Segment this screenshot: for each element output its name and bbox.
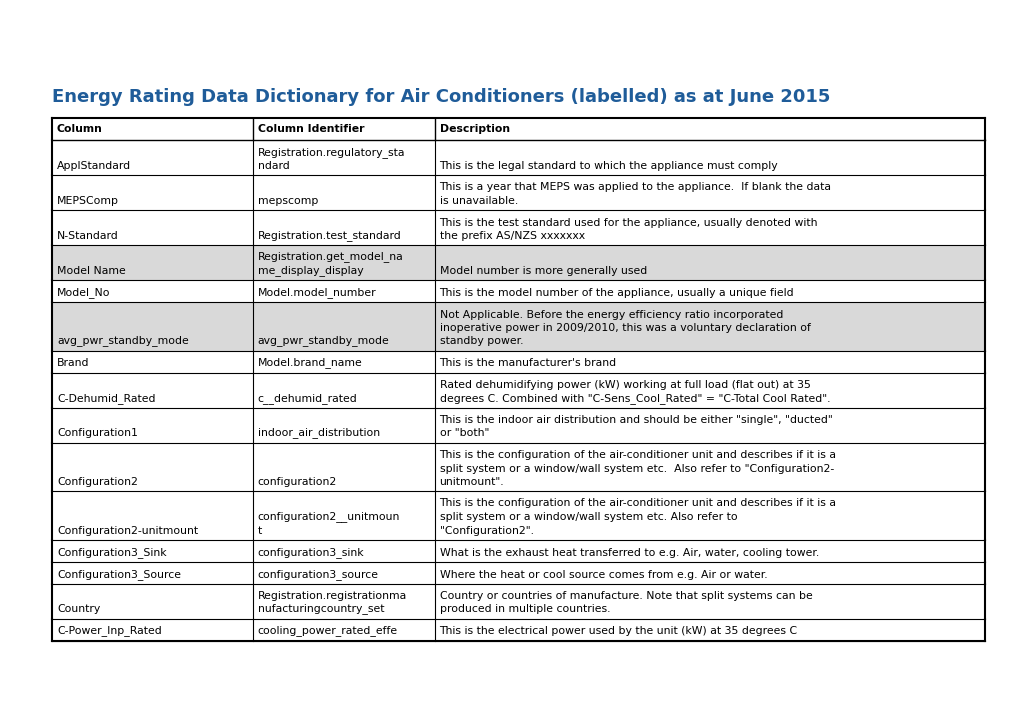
Text: the prefix AS/NZS xxxxxxx: the prefix AS/NZS xxxxxxx (439, 231, 584, 241)
Bar (52, 618, 984, 641)
Text: Country or countries of manufacture. Note that split systems can be: Country or countries of manufacture. Not… (439, 591, 811, 601)
Text: mepscomp: mepscomp (258, 196, 318, 206)
Text: Configuration2: Configuration2 (57, 477, 138, 487)
Text: This is the manufacturer's brand: This is the manufacturer's brand (439, 359, 616, 369)
Text: Where the heat or cool source comes from e.g. Air or water.: Where the heat or cool source comes from… (439, 570, 766, 580)
Text: cooling_power_rated_effe: cooling_power_rated_effe (258, 626, 397, 636)
Text: Energy Rating Data Dictionary for Air Conditioners (labelled) as at June 2015: Energy Rating Data Dictionary for Air Co… (52, 88, 829, 106)
Bar (52, 562, 984, 583)
Text: inoperative power in 2009/2010, this was a voluntary declaration of: inoperative power in 2009/2010, this was… (439, 323, 810, 333)
Bar (52, 140, 984, 175)
Bar (52, 245, 984, 280)
Text: Country: Country (57, 605, 100, 614)
Bar (52, 280, 984, 302)
Text: Registration.test_standard: Registration.test_standard (258, 230, 400, 241)
Text: This is a year that MEPS was applied to the appliance.  If blank the data: This is a year that MEPS was applied to … (439, 182, 830, 192)
Text: t: t (258, 526, 262, 536)
Text: is unavailable.: is unavailable. (439, 196, 518, 206)
Text: ApplStandard: ApplStandard (57, 161, 131, 171)
Text: standby power.: standby power. (439, 336, 523, 346)
Text: Configuration2-unitmount: Configuration2-unitmount (57, 526, 198, 536)
Bar (52, 443, 984, 491)
Text: configuration2: configuration2 (258, 477, 336, 487)
Text: Model.model_number: Model.model_number (258, 287, 376, 298)
Text: C-Power_Inp_Rated: C-Power_Inp_Rated (57, 626, 162, 636)
Bar (52, 539, 984, 562)
Text: configuration2__unitmoun: configuration2__unitmoun (258, 511, 399, 522)
Text: me_display_display: me_display_display (258, 265, 363, 276)
Text: This is the configuration of the air-conditioner unit and describes if it is a: This is the configuration of the air-con… (439, 498, 836, 508)
Bar (52, 351, 984, 372)
Text: configuration3_sink: configuration3_sink (258, 546, 364, 557)
Text: Column Identifier: Column Identifier (258, 124, 364, 134)
Text: configuration3_source: configuration3_source (258, 569, 378, 580)
Bar (52, 408, 984, 443)
Text: produced in multiple countries.: produced in multiple countries. (439, 605, 609, 614)
Text: ndard: ndard (258, 161, 289, 171)
Text: Model.brand_name: Model.brand_name (258, 358, 362, 369)
Bar (52, 210, 984, 245)
Text: Brand: Brand (57, 359, 90, 369)
Bar (52, 372, 984, 408)
Bar (52, 302, 984, 351)
Text: Configuration3_Source: Configuration3_Source (57, 569, 180, 580)
Text: Registration.regulatory_sta: Registration.regulatory_sta (258, 147, 405, 158)
Text: This is the model number of the appliance, usually a unique field: This is the model number of the applianc… (439, 288, 794, 298)
Text: Not Applicable. Before the energy efficiency ratio incorporated: Not Applicable. Before the energy effici… (439, 310, 783, 320)
Text: MEPSComp: MEPSComp (57, 196, 119, 206)
Text: Model Name: Model Name (57, 266, 125, 276)
Text: C-Dehumid_Rated: C-Dehumid_Rated (57, 392, 155, 403)
Text: c__dehumid_rated: c__dehumid_rated (258, 392, 357, 403)
Text: Configuration3_Sink: Configuration3_Sink (57, 546, 166, 557)
Text: This is the configuration of the air-conditioner unit and describes if it is a: This is the configuration of the air-con… (439, 450, 836, 460)
Text: indoor_air_distribution: indoor_air_distribution (258, 428, 379, 438)
Text: What is the exhaust heat transferred to e.g. Air, water, cooling tower.: What is the exhaust heat transferred to … (439, 547, 818, 557)
Text: Configuration1: Configuration1 (57, 428, 138, 438)
Text: unitmount".: unitmount". (439, 477, 503, 487)
Text: avg_pwr_standby_mode: avg_pwr_standby_mode (57, 336, 189, 346)
Text: Rated dehumidifying power (kW) working at full load (flat out) at 35: Rated dehumidifying power (kW) working a… (439, 380, 810, 390)
Text: degrees C. Combined with "C-Sens_Cool_Rated" = "C-Total Cool Rated".: degrees C. Combined with "C-Sens_Cool_Ra… (439, 392, 829, 403)
Text: This is the legal standard to which the appliance must comply: This is the legal standard to which the … (439, 161, 777, 171)
Text: avg_pwr_standby_mode: avg_pwr_standby_mode (258, 336, 389, 346)
Text: Registration.get_model_na: Registration.get_model_na (258, 251, 403, 263)
Text: Description: Description (439, 124, 510, 134)
Bar (52, 175, 984, 210)
Text: or "both": or "both" (439, 428, 488, 438)
Text: split system or a window/wall system etc. Also refer to: split system or a window/wall system etc… (439, 512, 737, 522)
Text: nufacturingcountry_set: nufacturingcountry_set (258, 603, 384, 614)
Bar (52, 118, 984, 140)
Bar (52, 491, 984, 539)
Bar (52, 583, 984, 618)
Text: split system or a window/wall system etc.  Also refer to "Configuration2-: split system or a window/wall system etc… (439, 464, 833, 474)
Text: This is the indoor air distribution and should be either "single", "ducted": This is the indoor air distribution and … (439, 415, 833, 425)
Text: This is the test standard used for the appliance, usually denoted with: This is the test standard used for the a… (439, 217, 817, 228)
Text: N-Standard: N-Standard (57, 231, 118, 241)
Text: "Configuration2".: "Configuration2". (439, 526, 533, 536)
Text: Model number is more generally used: Model number is more generally used (439, 266, 646, 276)
Text: Model_No: Model_No (57, 287, 110, 298)
Text: This is the electrical power used by the unit (kW) at 35 degrees C: This is the electrical power used by the… (439, 626, 797, 636)
Text: Column: Column (57, 124, 103, 134)
Text: Registration.registrationma: Registration.registrationma (258, 591, 407, 601)
